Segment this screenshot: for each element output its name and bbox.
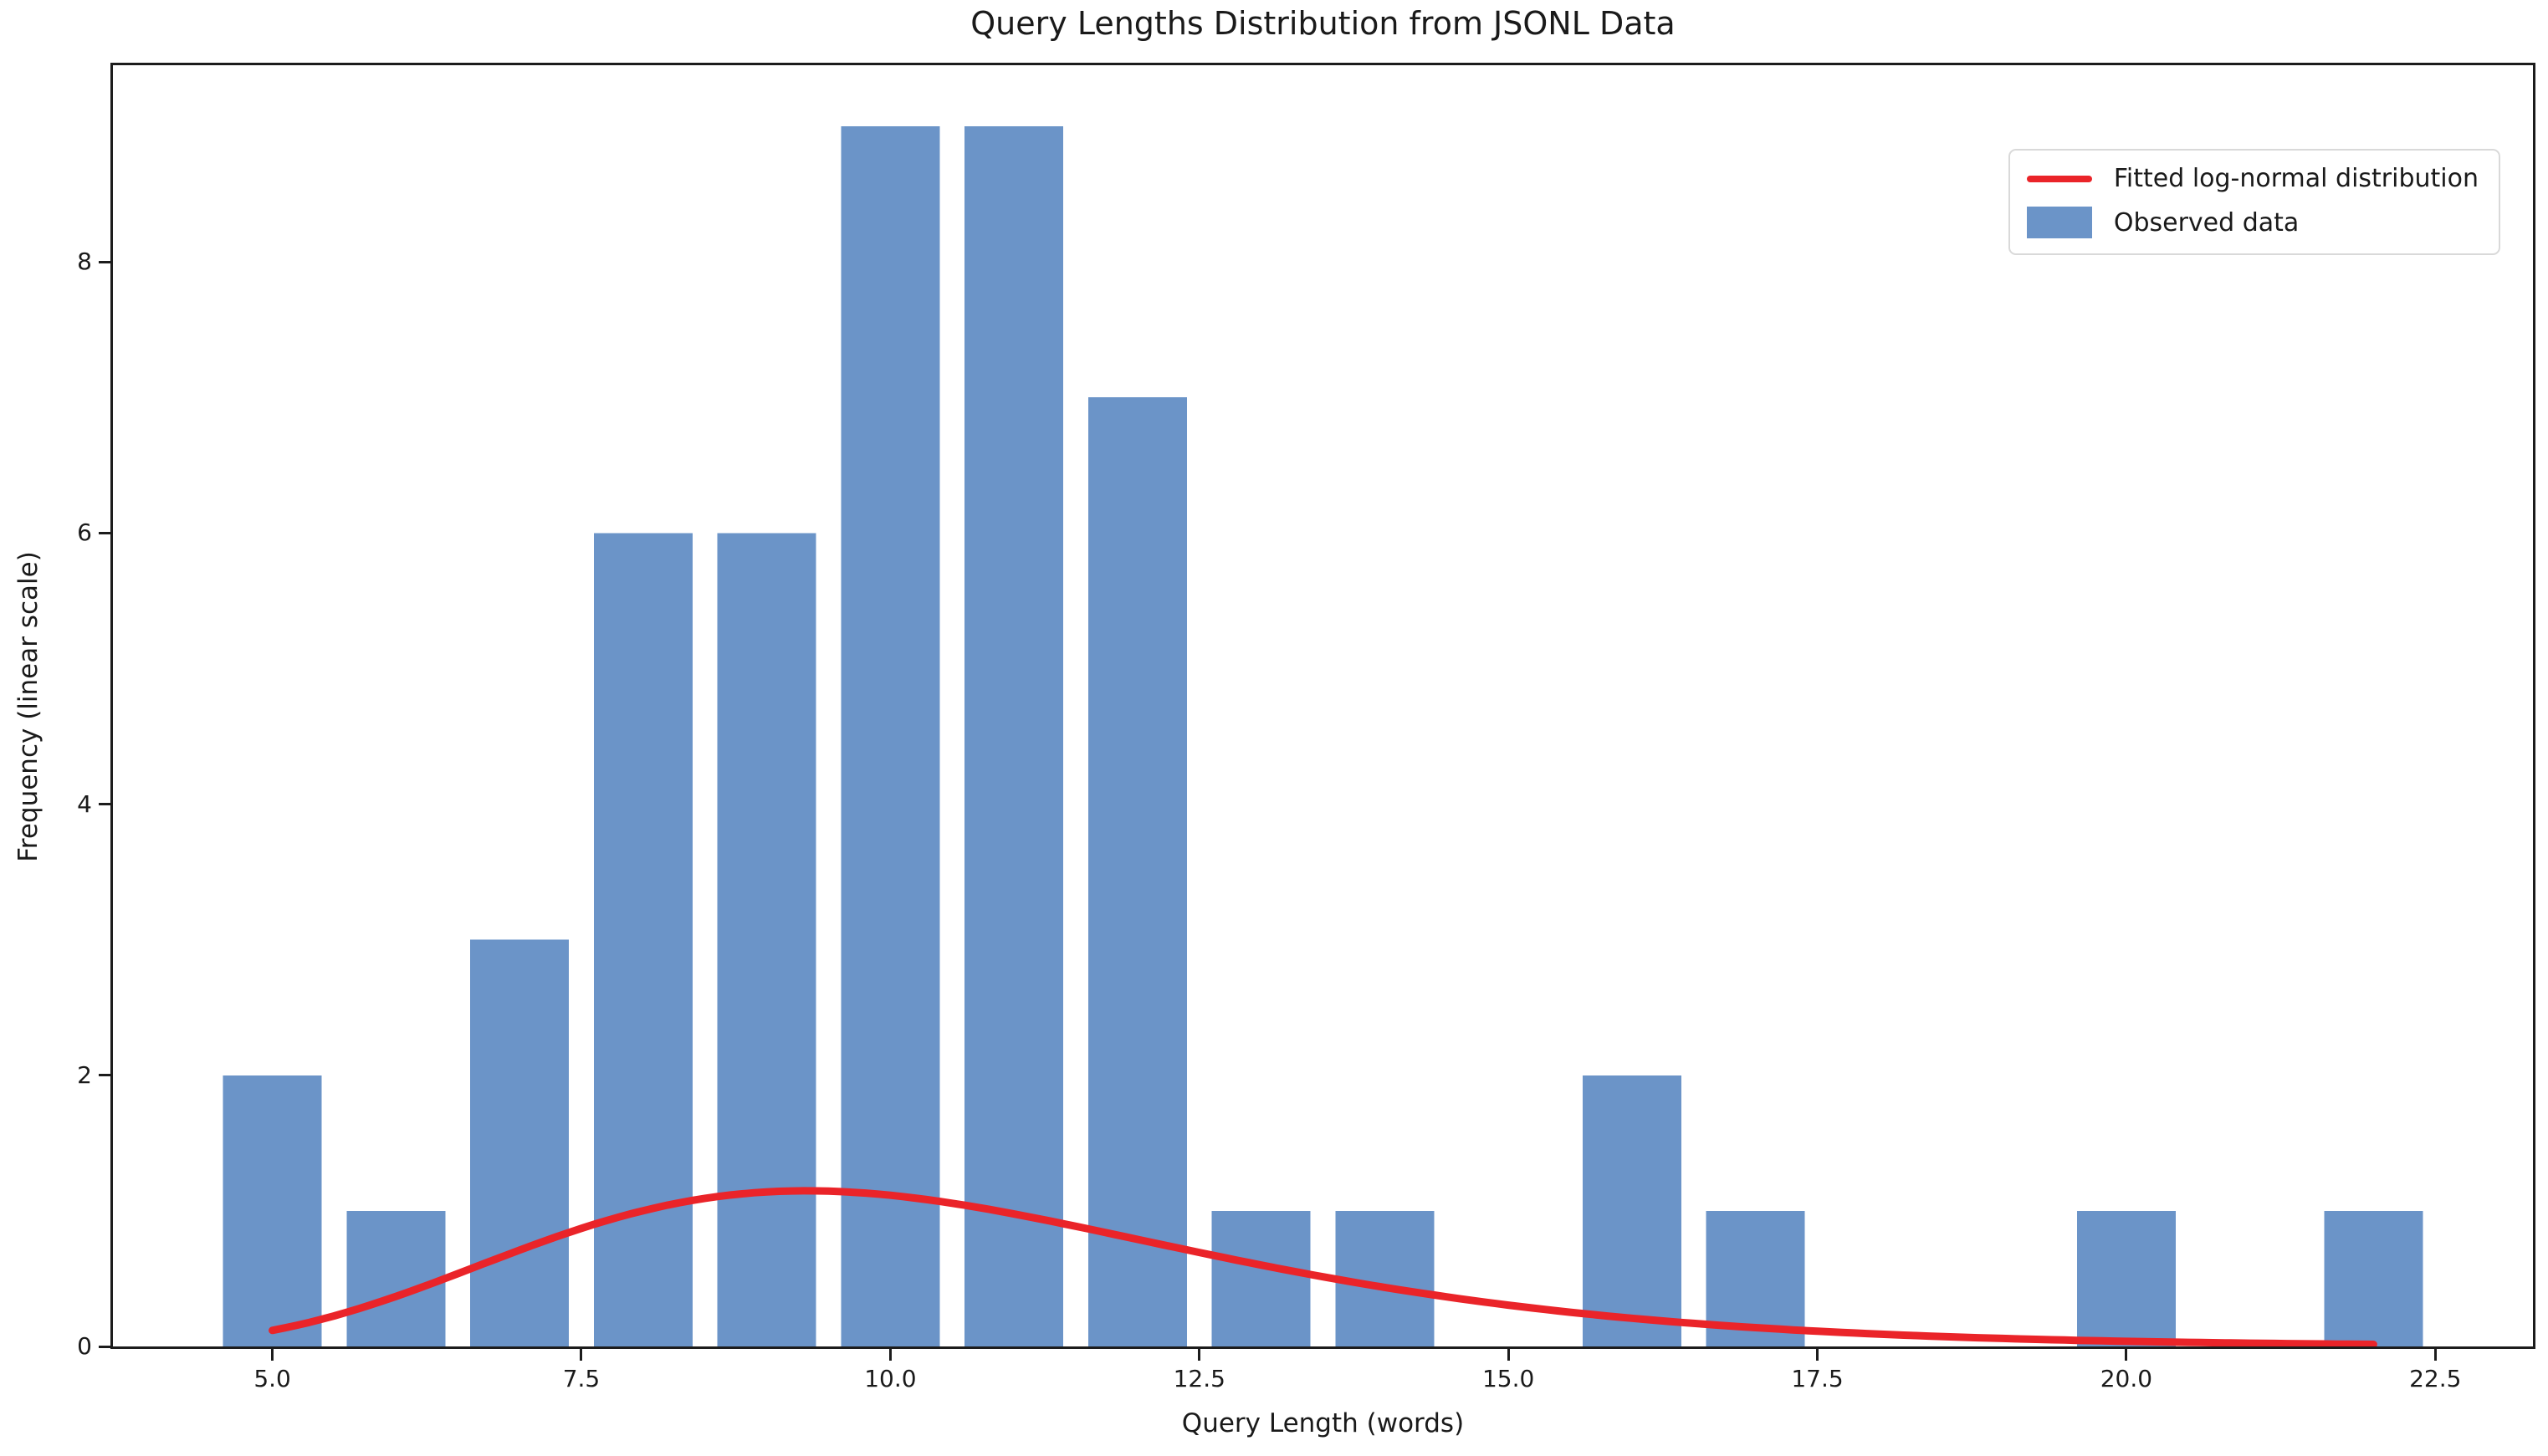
histogram-bar [1211, 1210, 1311, 1346]
x-tick-mark [580, 1349, 583, 1361]
x-tick-label: 10.0 [864, 1365, 917, 1392]
y-tick-label: 6 [77, 519, 92, 547]
x-tick-label: 5.0 [253, 1365, 291, 1392]
x-tick-label: 12.5 [1173, 1365, 1225, 1392]
x-tick-mark [2433, 1349, 2437, 1361]
histogram-bar [593, 533, 693, 1346]
x-tick-label: 7.5 [562, 1365, 601, 1392]
histogram-bar [964, 126, 1064, 1346]
plot-canvas [223, 126, 2423, 1346]
y-tick-mark [99, 803, 110, 806]
y-tick-mark [99, 260, 110, 263]
y-tick-label: 8 [77, 248, 92, 276]
x-tick-mark [2125, 1349, 2128, 1361]
legend-line-key [2026, 175, 2092, 182]
x-tick-label: 15.0 [1481, 1365, 1535, 1392]
x-tick-label: 22.5 [2409, 1365, 2462, 1392]
legend-entry-observed: Observed data [2026, 207, 2479, 238]
legend-label-fit: Fitted log-normal distribution [2113, 164, 2479, 193]
x-axis-label: Query Length (words) [1181, 1408, 1465, 1438]
x-tick-mark [1507, 1349, 1510, 1361]
histogram-bar [841, 126, 940, 1346]
histogram-bar [346, 1210, 446, 1346]
histogram-bar [717, 533, 816, 1346]
y-tick-label: 0 [77, 1332, 92, 1360]
histogram-bar [223, 1075, 322, 1346]
histogram-bar [1582, 1075, 1681, 1346]
y-tick-mark [99, 1074, 110, 1077]
fitted-curve [269, 1187, 2377, 1346]
x-tick-mark [1816, 1349, 1819, 1361]
y-tick-mark [99, 531, 110, 534]
x-tick-mark [271, 1349, 274, 1361]
legend-patch-key [2026, 207, 2092, 238]
plot-area: Fitted log-normal distribution Observed … [110, 63, 2535, 1349]
histogram-bar [2076, 1210, 2176, 1346]
y-tick-mark [99, 1345, 110, 1348]
x-tick-mark [888, 1349, 892, 1361]
histogram-bar [1087, 397, 1187, 1346]
x-tick-mark [1198, 1349, 1201, 1361]
x-tick-label: 20.0 [2100, 1365, 2153, 1392]
histogram-bar [2324, 1210, 2423, 1346]
histogram-bar [470, 939, 570, 1346]
legend-entry-fit: Fitted log-normal distribution [2026, 164, 2479, 193]
x-tick-label: 17.5 [1791, 1365, 1844, 1392]
legend-label-observed: Observed data [2113, 207, 2300, 238]
chart-title: Query Lengths Distribution from JSONL Da… [970, 5, 1676, 42]
y-tick-label: 2 [77, 1060, 92, 1089]
legend: Fitted log-normal distribution Observed … [2008, 149, 2500, 255]
y-tick-label: 4 [77, 789, 92, 818]
